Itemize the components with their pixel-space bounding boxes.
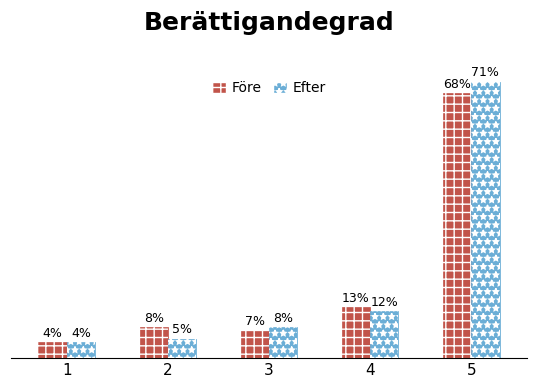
Bar <box>443 93 471 358</box>
Text: 8%: 8% <box>273 312 293 324</box>
Bar <box>471 82 500 358</box>
Bar <box>38 342 67 358</box>
Text: 8%: 8% <box>144 312 164 324</box>
Text: 4%: 4% <box>43 327 62 340</box>
Bar <box>370 311 399 358</box>
Text: 7%: 7% <box>245 315 265 328</box>
Text: 5%: 5% <box>172 323 192 336</box>
Legend: Före, Efter: Före, Efter <box>207 75 331 101</box>
Text: 71%: 71% <box>471 67 499 79</box>
Bar <box>342 307 370 358</box>
Bar <box>342 307 370 358</box>
Text: 12%: 12% <box>371 296 398 309</box>
Bar <box>269 327 298 358</box>
Bar <box>471 82 500 358</box>
Bar <box>38 342 67 358</box>
Bar <box>168 338 196 358</box>
Bar <box>139 327 168 358</box>
Text: 13%: 13% <box>342 292 370 305</box>
Text: 68%: 68% <box>443 78 471 91</box>
Bar <box>67 342 95 358</box>
Bar <box>240 331 269 358</box>
Bar <box>269 327 298 358</box>
Bar <box>443 93 471 358</box>
Bar <box>240 331 269 358</box>
Title: Berättigandegrad: Berättigandegrad <box>144 11 394 35</box>
Bar <box>370 311 399 358</box>
Text: 4%: 4% <box>71 327 91 340</box>
Bar <box>139 327 168 358</box>
Bar <box>67 342 95 358</box>
Bar <box>168 338 196 358</box>
